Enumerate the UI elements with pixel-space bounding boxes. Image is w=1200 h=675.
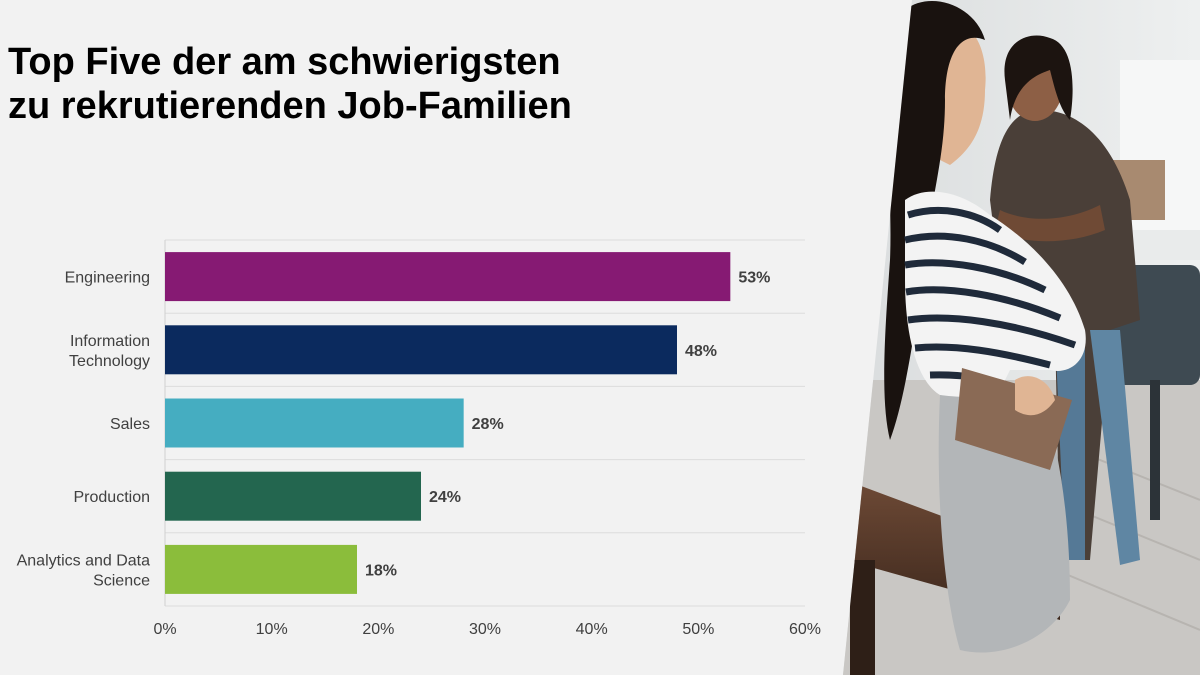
x-tick-label: 60% bbox=[789, 621, 821, 638]
data-label: 48% bbox=[685, 343, 717, 360]
category-label: Engineering bbox=[65, 270, 150, 287]
x-tick-label: 10% bbox=[256, 621, 288, 638]
data-label: 18% bbox=[365, 562, 397, 579]
title-line-2: zu rekrutierenden Job-Familien bbox=[8, 85, 572, 127]
category-label: Analytics and Data bbox=[17, 552, 151, 569]
category-label: Sales bbox=[110, 416, 150, 433]
x-tick-label: 40% bbox=[576, 621, 608, 638]
x-tick-label: 50% bbox=[682, 621, 714, 638]
title-line-1: Top Five der am schwierigsten bbox=[8, 41, 561, 83]
page-title: Top Five der am schwierigsten zu rekruti… bbox=[8, 40, 708, 128]
x-tick-label: 30% bbox=[469, 621, 501, 638]
bar bbox=[165, 471, 421, 521]
bar bbox=[165, 252, 731, 302]
x-tick-label: 20% bbox=[362, 621, 394, 638]
category-label: Technology bbox=[69, 353, 150, 370]
bar bbox=[165, 398, 464, 448]
data-label: 28% bbox=[472, 416, 504, 433]
bar bbox=[165, 325, 677, 375]
category-label: Production bbox=[74, 489, 151, 506]
data-label: 24% bbox=[429, 489, 461, 506]
bar bbox=[165, 544, 357, 594]
category-label: Information bbox=[70, 333, 150, 350]
category-label: Science bbox=[93, 572, 150, 589]
bar-chart: 53% Engineering 48% Information Technology 28… bbox=[17, 239, 821, 638]
data-label: 53% bbox=[738, 270, 770, 287]
x-tick-label: 0% bbox=[153, 621, 176, 638]
